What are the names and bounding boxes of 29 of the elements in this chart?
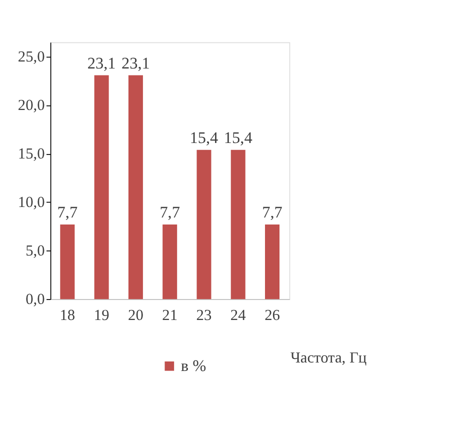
data-label: 7,7 xyxy=(160,204,180,222)
data-label: 7,7 xyxy=(262,204,282,222)
x-tick-label: 24 xyxy=(230,307,246,324)
y-tick-label: 25,0 xyxy=(18,48,46,66)
y-tick-label: 10,0 xyxy=(18,194,46,211)
data-label: 23,1 xyxy=(87,54,116,72)
x-tick-label: 23 xyxy=(196,307,212,324)
data-label: 7,7 xyxy=(57,204,78,222)
x-axis-title: Частота, Гц xyxy=(290,350,367,367)
y-tick-label: 0,0 xyxy=(26,290,46,308)
x-tick-label: 20 xyxy=(128,307,144,324)
bar xyxy=(128,75,143,300)
bar xyxy=(264,224,280,300)
bar xyxy=(94,75,109,300)
data-label: 23,1 xyxy=(122,54,150,72)
data-label: 15,4 xyxy=(224,129,252,148)
legend-label: в % xyxy=(180,357,206,376)
x-tick-label: 21 xyxy=(162,307,178,324)
y-tick-label: 15,0 xyxy=(18,145,46,162)
y-tick-label: 20,0 xyxy=(18,96,46,114)
bar xyxy=(60,224,75,300)
y-tick-label: 5,0 xyxy=(26,242,46,260)
bar xyxy=(162,224,178,300)
data-label: 15,4 xyxy=(190,129,218,148)
x-tick-label: 18 xyxy=(60,307,76,324)
x-tick-label: 26 xyxy=(264,307,280,324)
bar xyxy=(196,150,212,300)
bar xyxy=(230,150,246,300)
x-tick-label: 19 xyxy=(94,307,110,324)
